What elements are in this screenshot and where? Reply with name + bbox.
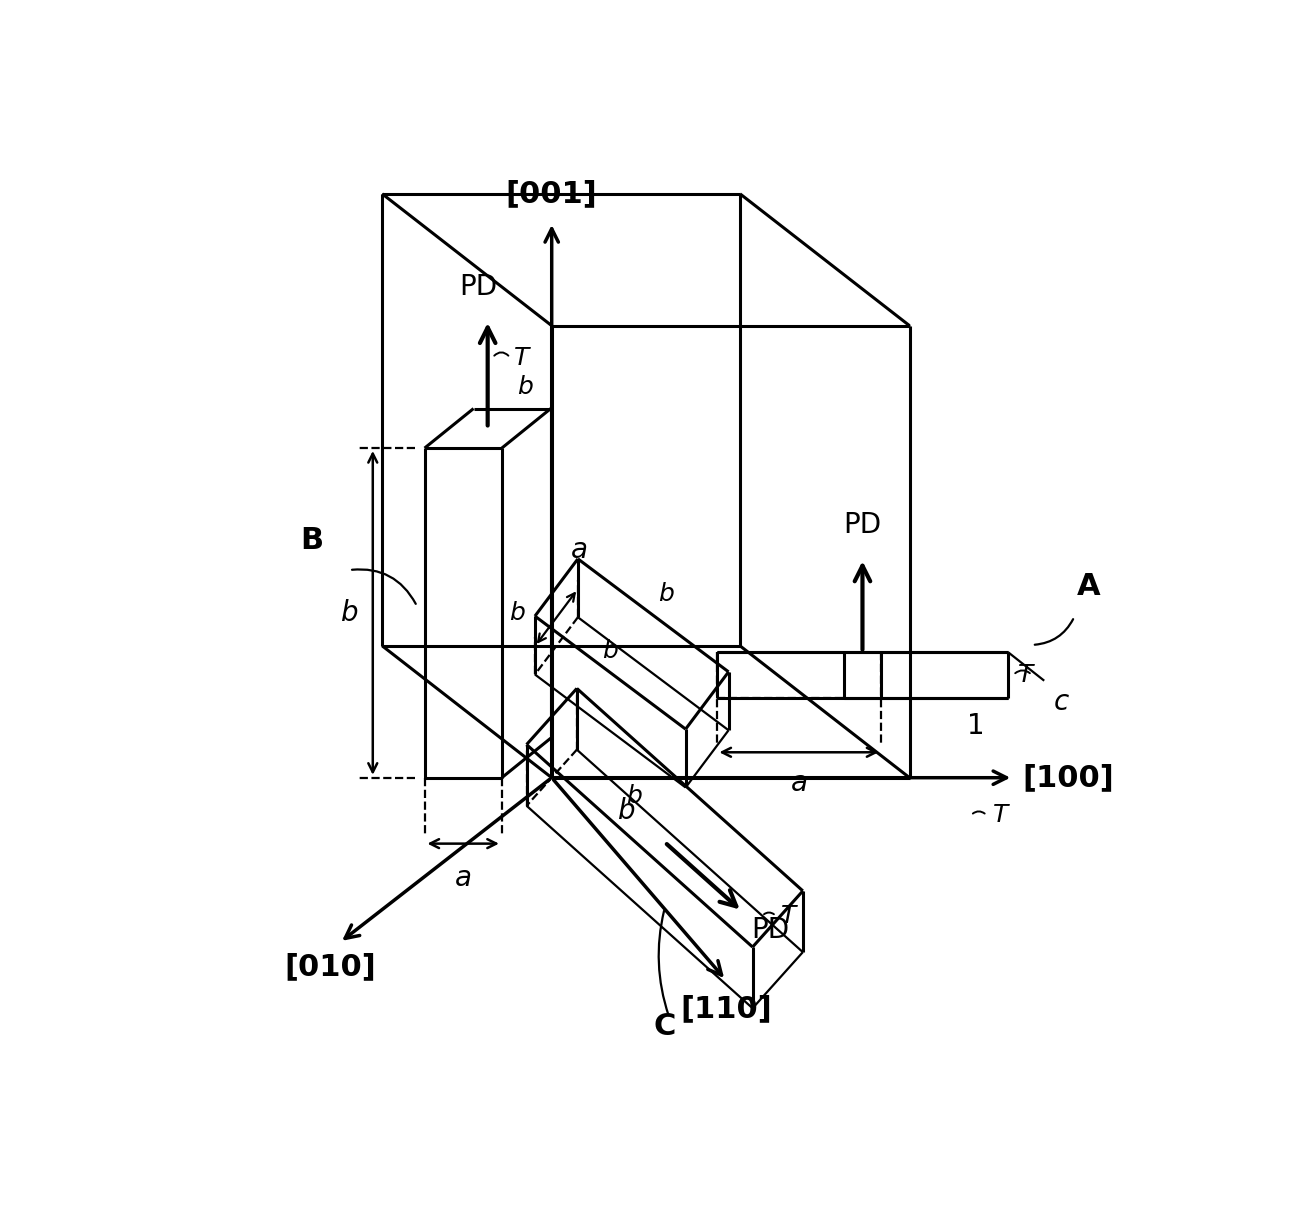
- Text: b: b: [510, 600, 525, 625]
- Text: a: a: [455, 865, 472, 893]
- Text: b: b: [518, 375, 533, 399]
- Text: [010]: [010]: [284, 951, 376, 981]
- Text: [001]: [001]: [506, 179, 598, 208]
- Text: T: T: [992, 804, 1008, 828]
- Text: 1: 1: [966, 712, 984, 740]
- Text: c: c: [1053, 689, 1069, 717]
- Text: b: b: [626, 784, 642, 808]
- Text: b: b: [619, 797, 636, 826]
- Text: [110]: [110]: [680, 994, 772, 1024]
- Text: T: T: [514, 346, 529, 369]
- Text: A: A: [1077, 571, 1100, 600]
- Text: b: b: [602, 640, 619, 663]
- Text: a: a: [571, 536, 588, 564]
- Text: a: a: [790, 769, 808, 797]
- Text: C: C: [654, 1013, 676, 1042]
- Text: PD: PD: [459, 273, 497, 301]
- Text: b: b: [341, 599, 359, 627]
- Text: b: b: [658, 582, 674, 605]
- Text: [100]: [100]: [1022, 763, 1114, 793]
- Text: PD: PD: [751, 916, 790, 944]
- Text: PD: PD: [843, 511, 882, 539]
- Text: T: T: [781, 904, 796, 928]
- Text: B: B: [300, 526, 323, 555]
- Text: T: T: [1018, 663, 1034, 687]
